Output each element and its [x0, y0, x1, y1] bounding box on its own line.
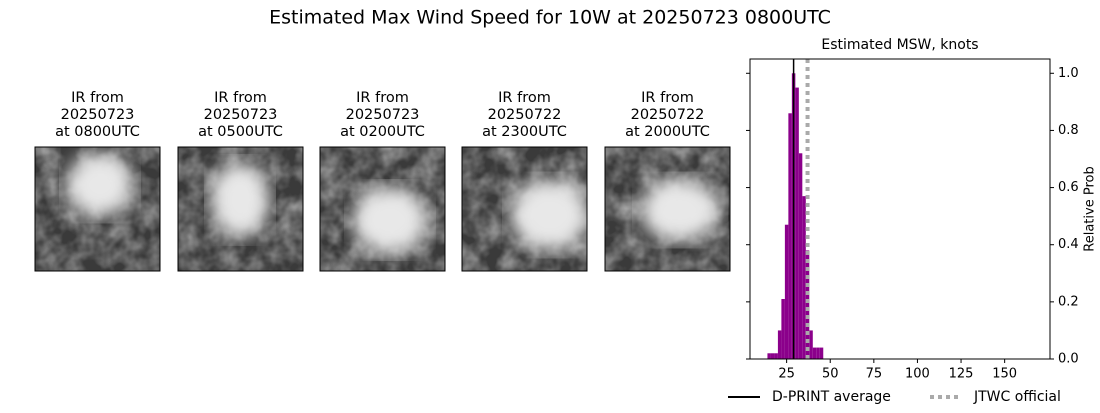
panel-title: at 0500UTC	[198, 124, 283, 140]
hist-bar	[798, 153, 803, 359]
panel-title: IR from	[214, 90, 267, 106]
y-axis-label: Relative Prob	[1083, 166, 1098, 251]
hist-bar	[777, 330, 782, 359]
cloud-core	[352, 186, 428, 254]
hist-bar	[788, 113, 792, 360]
panel-title: at 0800UTC	[55, 124, 140, 140]
panel-title: 20250722	[631, 107, 705, 123]
cloud-core	[210, 162, 270, 238]
panel-title: IR from	[641, 90, 694, 106]
y-tick-label: 0.2	[1058, 294, 1079, 309]
image-frame	[177, 146, 304, 272]
x-tick-label: 25	[778, 367, 795, 382]
hist-bar	[805, 250, 810, 359]
x-tick-label: 125	[949, 367, 974, 382]
ir-image	[604, 146, 731, 272]
chart-title: Estimated MSW, knots	[821, 37, 978, 53]
hist-bar	[816, 347, 820, 359]
y-tick-label: 0.6	[1058, 180, 1079, 195]
hist-bar	[770, 353, 775, 359]
ir-image	[34, 146, 161, 272]
panel-title: at 2300UTC	[482, 124, 567, 140]
panel-title: at 0200UTC	[340, 124, 425, 140]
hist-bar	[812, 347, 817, 359]
ir-image	[177, 146, 304, 272]
panel-title: at 2000UTC	[625, 124, 710, 140]
ir-image	[319, 146, 446, 272]
image-frame	[34, 146, 161, 272]
image-frame	[319, 146, 446, 272]
ir-image	[461, 146, 588, 272]
cloud-core	[66, 153, 134, 217]
cloud-core	[640, 178, 720, 242]
panel-title: 20250723	[204, 107, 278, 123]
hist-bar	[784, 224, 789, 359]
hist-bar	[774, 353, 778, 359]
x-tick-label: 75	[866, 367, 883, 382]
y-tick-label: 0.4	[1058, 237, 1079, 252]
x-tick-label: 150	[992, 367, 1017, 382]
y-tick-label: 0.0	[1058, 352, 1079, 367]
panel-title: 20250723	[61, 107, 135, 123]
legend-label: JTWC official	[973, 389, 1061, 405]
image-frame	[461, 146, 588, 272]
hist-bar	[767, 353, 771, 359]
figure-title: Estimated Max Wind Speed for 10W at 2025…	[269, 7, 831, 29]
panel-title: IR from	[71, 90, 124, 106]
y-tick-label: 0.8	[1058, 123, 1079, 138]
hist-bar	[819, 347, 824, 359]
legend-label: D-PRINT average	[772, 389, 891, 405]
cloud-core	[510, 179, 587, 251]
panel-title: IR from	[356, 90, 409, 106]
y-tick-label: 1.0	[1058, 66, 1079, 81]
x-tick-label: 100	[905, 367, 930, 382]
x-tick-label: 50	[822, 367, 839, 382]
hist-bar	[795, 87, 799, 360]
hist-bar	[781, 299, 785, 359]
panel-title: 20250723	[346, 107, 420, 123]
image-frame	[604, 146, 731, 272]
axes-frame	[749, 58, 1051, 360]
panel-title: 20250722	[488, 107, 562, 123]
hist-bar	[809, 330, 813, 359]
panel-title: IR from	[498, 90, 551, 106]
hist-bar	[802, 196, 806, 359]
